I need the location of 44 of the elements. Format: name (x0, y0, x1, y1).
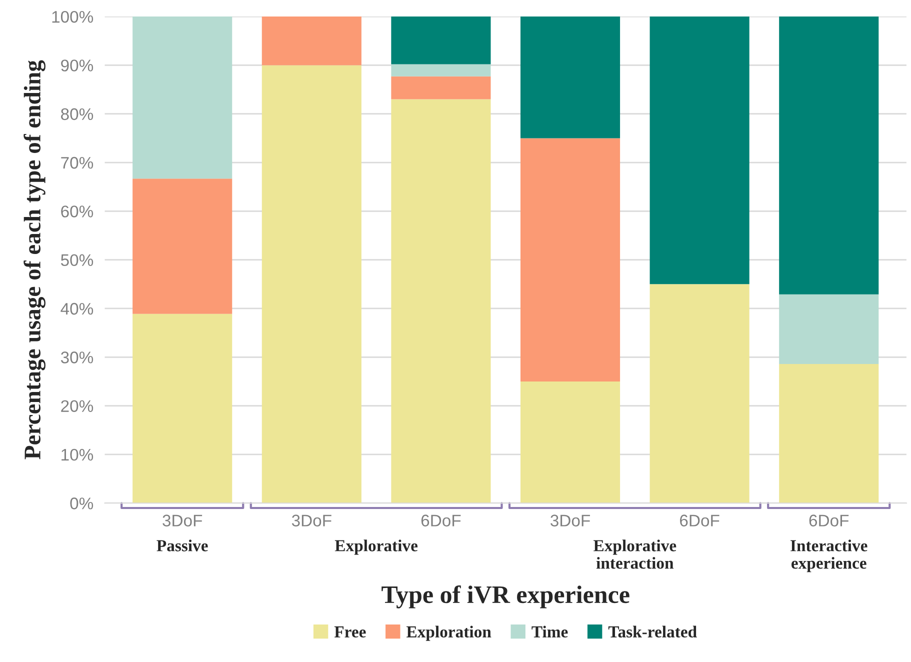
text: Explorative interaction (594, 540, 676, 569)
x-tick-label: 3DoF (162, 514, 202, 526)
x-tick-label: 3DoF (292, 514, 332, 526)
x-tick-label: 6DoF (421, 514, 461, 526)
bar (391, 99, 491, 504)
y-axis-title: Percentage usage of each type of ending (24, 60, 46, 460)
y-tick-label: 80% (61, 108, 94, 120)
bar (391, 76, 491, 100)
bar (132, 178, 232, 314)
text: Passive (156, 540, 208, 552)
y-tick-label: 70% (61, 156, 94, 169)
bar (391, 64, 491, 76)
x-tick-label: 6DoF (680, 514, 720, 526)
y-tick-label: 30% (60, 352, 94, 364)
text: Interactive experience (790, 540, 868, 572)
x-axis-title: Type of iVR experience (382, 585, 630, 608)
bar (779, 294, 879, 364)
bar (262, 16, 362, 66)
y-tick-label: 40% (60, 302, 94, 315)
legend-label: Exploration (406, 626, 492, 641)
x-tick-label: 3DoF (550, 514, 590, 526)
bar (391, 16, 491, 64)
bar (779, 16, 879, 294)
y-tick-label: 20% (61, 400, 94, 412)
bar (520, 138, 620, 382)
y-tick-label: 10% (62, 448, 94, 461)
y-tick-label: 100% (52, 10, 94, 23)
legend-label: Time (532, 626, 568, 638)
text: Explorative (334, 540, 418, 555)
bar (520, 381, 620, 504)
y-tick-label: 90% (61, 60, 94, 72)
y-tick-label: 60% (61, 206, 94, 218)
legend-label: Free (334, 626, 366, 638)
legend-label: Task-related (608, 626, 697, 638)
bar (262, 65, 362, 504)
x-tick-label: 6DoF (809, 514, 849, 526)
y-tick-label: 0% (70, 498, 94, 510)
bar (520, 16, 620, 138)
bar (132, 314, 232, 504)
bar (650, 284, 750, 504)
y-tick-label: 50% (60, 254, 94, 266)
bar (132, 16, 232, 179)
bar (779, 364, 879, 504)
bar (650, 16, 750, 284)
